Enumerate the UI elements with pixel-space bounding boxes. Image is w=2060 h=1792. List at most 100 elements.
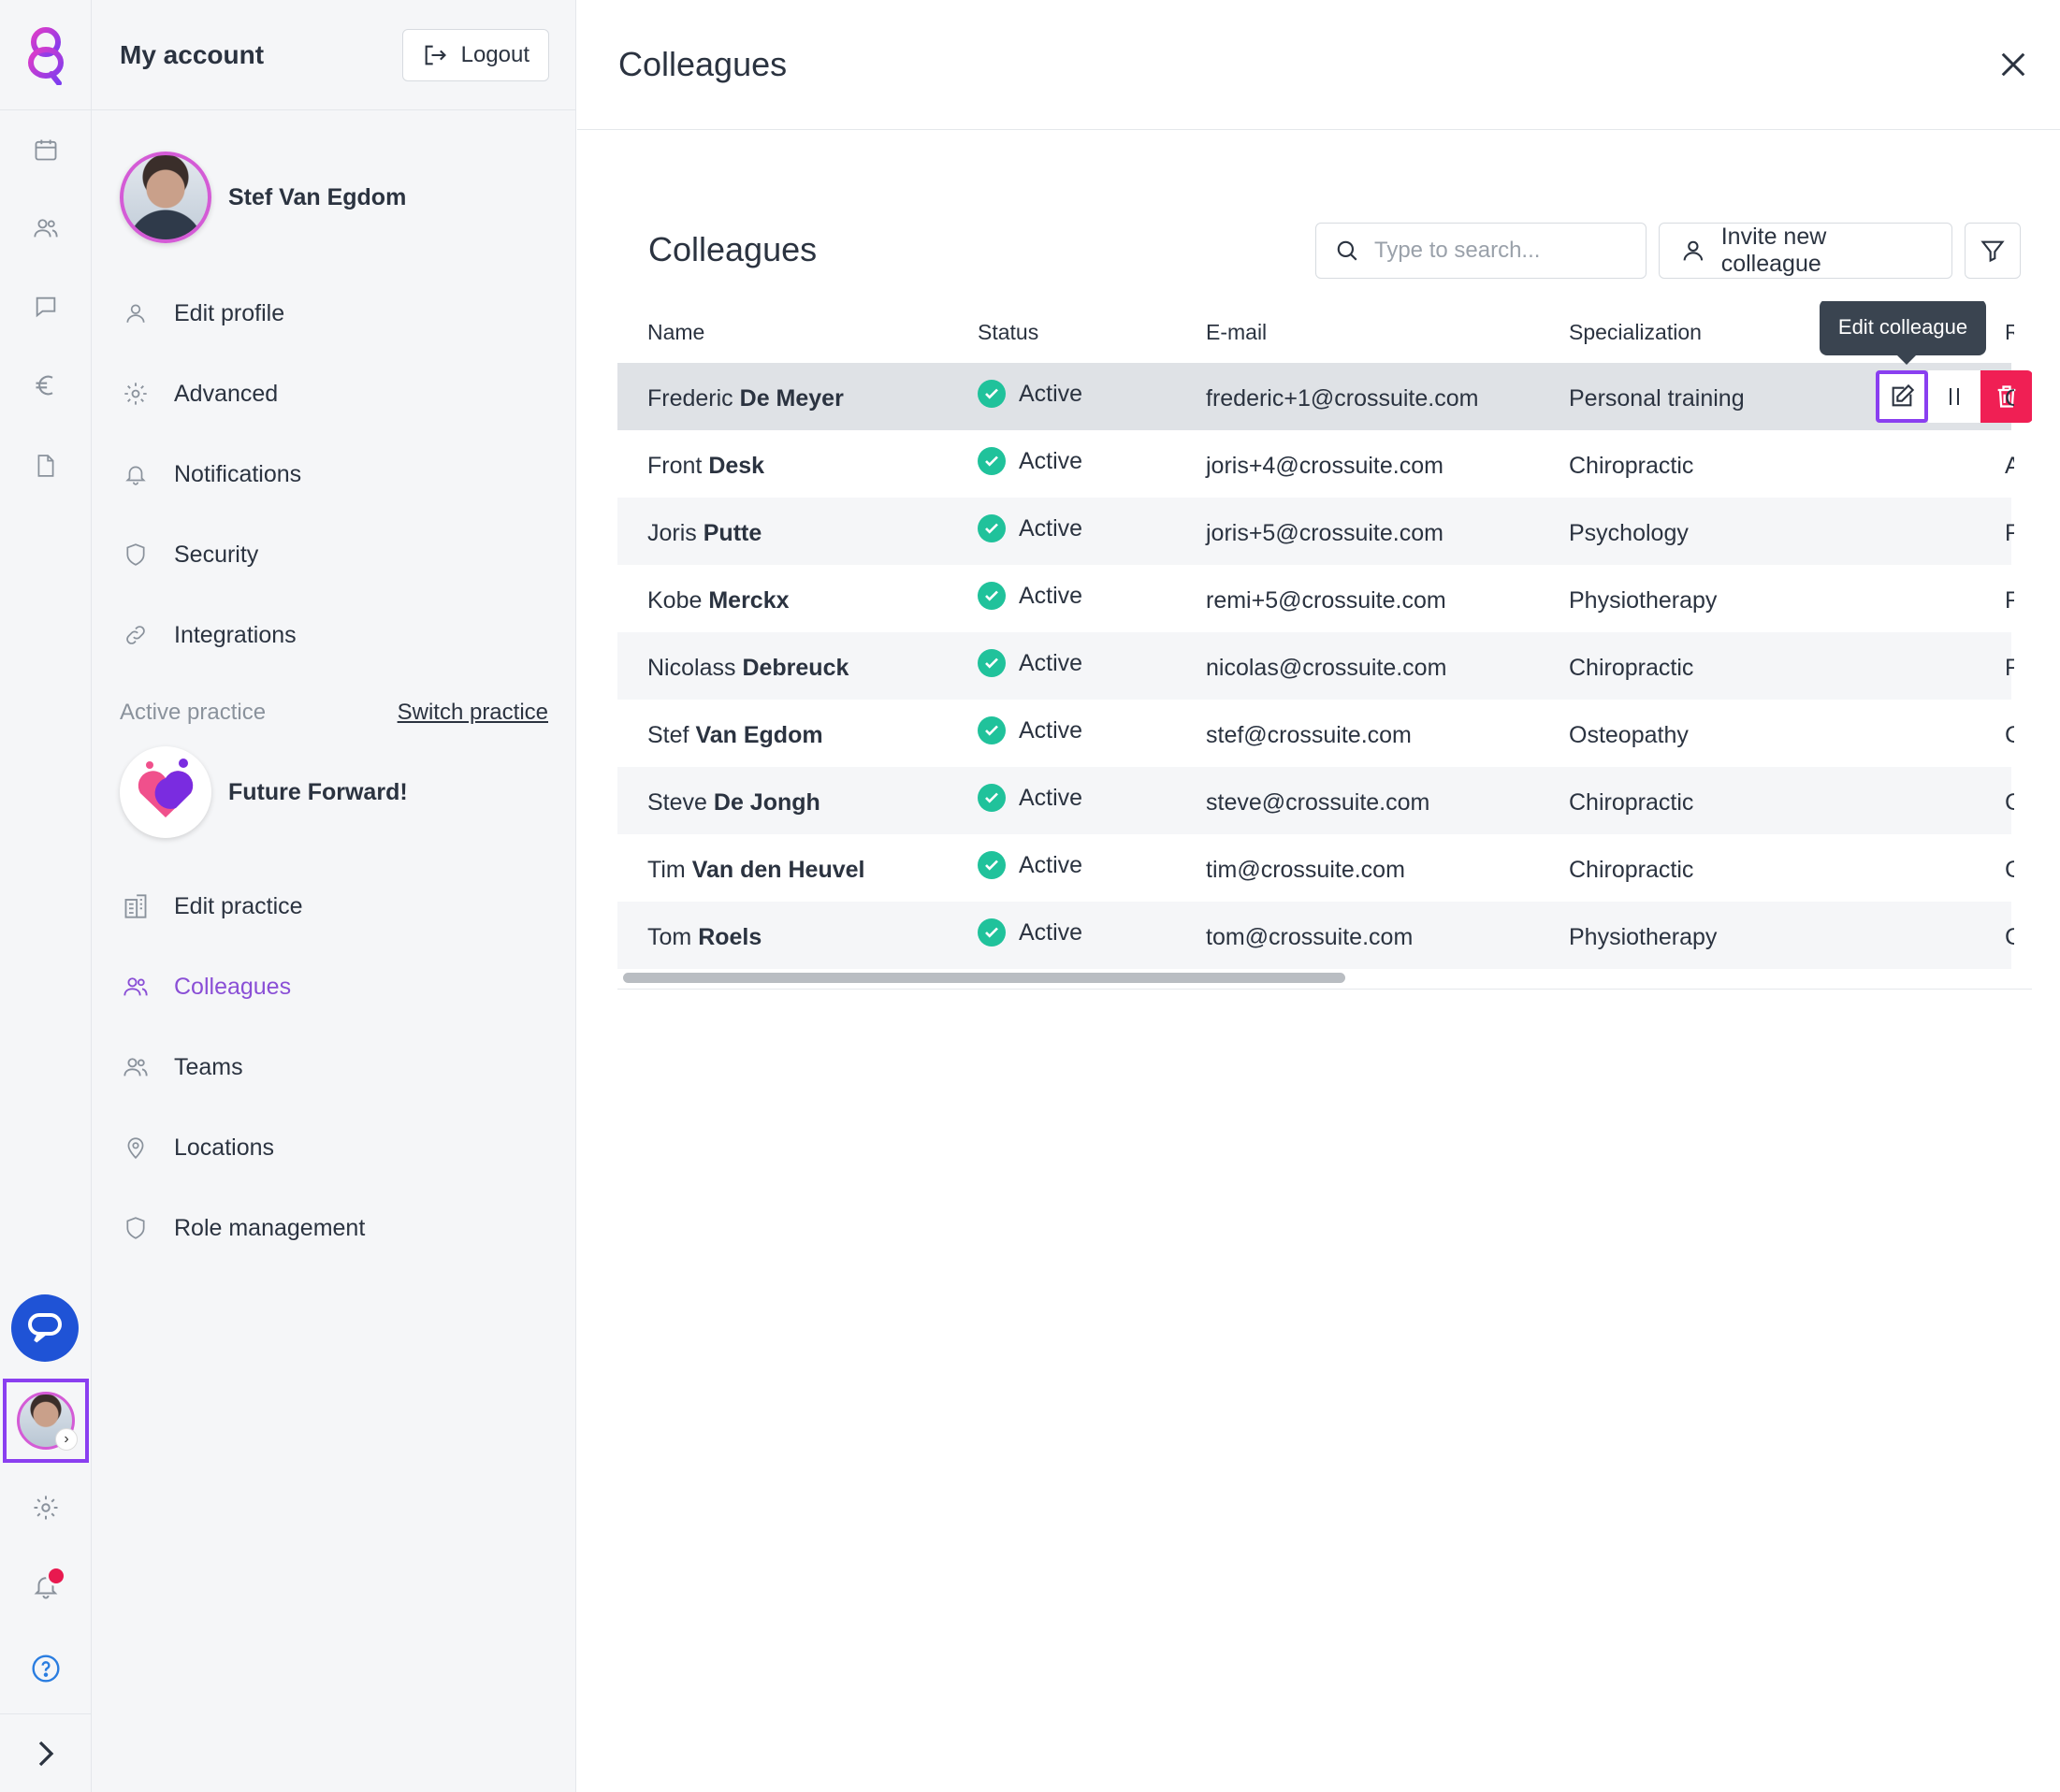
- close-icon: [2001, 52, 2025, 77]
- status-label: Active: [1019, 716, 1083, 744]
- first-name: Nicolass: [647, 655, 736, 681]
- colleague-specialization: Osteopathy: [1569, 722, 1689, 748]
- colleague-name: Kobe Merckx: [647, 587, 790, 614]
- first-name: Steve: [647, 789, 707, 816]
- column-header-email[interactable]: E-mail: [1206, 320, 1268, 344]
- status-badge: Active: [978, 851, 1082, 879]
- menu-item-label: Edit practice: [174, 892, 303, 919]
- colleague-email: joris+5@crossuite.com: [1206, 520, 1443, 546]
- users-icon[interactable]: [27, 210, 65, 247]
- colleagues-table: Name Status E-mail Specialization R Fred…: [617, 301, 2032, 990]
- edit-colleague-button[interactable]: [1876, 370, 1928, 423]
- status-badge: Active: [978, 784, 1082, 812]
- row-actions: [1876, 370, 2032, 423]
- crossuite-logo-icon: [28, 26, 65, 85]
- menu-item-label: Notifications: [174, 460, 302, 487]
- table-row[interactable]: Tom Roels Active tom@crossuite.com Physioth…: [617, 902, 2014, 969]
- scrollbar-thumb[interactable]: [623, 973, 1345, 983]
- table-row[interactable]: Kobe Merckx Active remi+5@crossuite.com Phy…: [617, 565, 2014, 632]
- last-name: Merckx: [708, 587, 790, 614]
- settings-icon[interactable]: [27, 1489, 65, 1526]
- clipped-cell: F: [2005, 655, 2014, 682]
- menu-item-edit-profile[interactable]: Edit profile: [120, 273, 559, 354]
- document-icon[interactable]: [27, 447, 65, 484]
- clipped-cell: F: [2005, 587, 2014, 614]
- colleague-specialization: Physiotherapy: [1569, 924, 1718, 950]
- first-name: Joris: [647, 520, 697, 546]
- help-icon[interactable]: [27, 1650, 65, 1687]
- table-row[interactable]: Joris Putte Active joris+5@crossuite.com Ps…: [617, 498, 2014, 565]
- horizontal-scrollbar[interactable]: [617, 969, 2032, 986]
- menu-item-security[interactable]: Security: [120, 514, 559, 595]
- building-icon: [120, 890, 152, 922]
- status-label: Active: [1019, 514, 1083, 542]
- last-name: Van Egdom: [695, 722, 823, 748]
- menu-item-locations[interactable]: Locations: [120, 1107, 559, 1188]
- practice-name: Future Forward!: [228, 778, 408, 805]
- menu-item-colleagues[interactable]: Colleagues: [120, 947, 559, 1027]
- app-rail: ›: [0, 0, 92, 1792]
- user-menu-toggle[interactable]: ›: [3, 1379, 89, 1463]
- column-header-clipped[interactable]: R: [2005, 320, 2014, 345]
- last-name: De Jongh: [713, 789, 820, 816]
- practice-logo: [120, 746, 211, 838]
- close-button[interactable]: [1989, 40, 2038, 89]
- colleague-email: tim@crossuite.com: [1206, 857, 1405, 883]
- panel-header: My account Logout: [92, 0, 575, 110]
- menu-item-teams[interactable]: Teams: [120, 1027, 559, 1107]
- table-row[interactable]: Steve De Jongh Active steve@crossuite.com C…: [617, 767, 2014, 834]
- link-icon: [120, 619, 152, 651]
- menu-item-advanced[interactable]: Advanced: [120, 354, 559, 434]
- check-circle-icon: [978, 851, 1006, 879]
- page-title: Colleagues: [618, 45, 788, 83]
- status-label: Active: [1019, 851, 1083, 878]
- active-practice-row: Active practice Switch practice: [120, 700, 548, 726]
- invite-colleague-button[interactable]: Invite new colleague: [1659, 223, 1952, 279]
- column-header-status[interactable]: Status: [978, 320, 1039, 344]
- menu-item-notifications[interactable]: Notifications: [120, 434, 559, 514]
- status-badge: Active: [978, 649, 1082, 677]
- chat-bubble-icon[interactable]: [11, 1294, 79, 1362]
- calendar-icon[interactable]: [27, 131, 65, 168]
- colleague-email: nicolas@crossuite.com: [1206, 655, 1447, 681]
- menu-item-edit-practice[interactable]: Edit practice: [120, 866, 559, 947]
- chat-icon[interactable]: [27, 288, 65, 325]
- switch-practice-link[interactable]: Switch practice: [397, 700, 548, 725]
- menu-item-integrations[interactable]: Integrations: [120, 595, 559, 675]
- column-header-specialization[interactable]: Specialization: [1569, 320, 1702, 344]
- delete-colleague-button[interactable]: [1980, 370, 2032, 423]
- menu-item-role-management[interactable]: Role management: [120, 1188, 559, 1268]
- table-row[interactable]: Nicolass Debreuck Active nicolas@crossuite…: [617, 632, 2014, 700]
- menu-item-label: Teams: [174, 1053, 243, 1080]
- first-name: Stef: [647, 722, 689, 748]
- first-name: Tim: [647, 857, 686, 883]
- user-icon: [120, 297, 152, 329]
- check-circle-icon: [978, 380, 1006, 408]
- check-circle-icon: [978, 514, 1006, 542]
- last-name: Roels: [698, 924, 762, 950]
- logout-button[interactable]: Logout: [401, 28, 549, 81]
- last-name: Debreuck: [742, 655, 849, 681]
- section-title: Colleagues: [648, 230, 818, 268]
- search-icon: [1337, 240, 1357, 261]
- column-header-name[interactable]: Name: [647, 320, 705, 344]
- table-row[interactable]: Front Desk Active joris+4@crossuite.com Chi…: [617, 430, 2014, 498]
- expand-sidebar-button[interactable]: [0, 1713, 92, 1792]
- colleague-email: frederic+1@crossuite.com: [1206, 385, 1479, 412]
- status-badge: Active: [978, 380, 1082, 408]
- status-label: Active: [1019, 784, 1083, 811]
- app-logo[interactable]: [0, 0, 92, 110]
- pause-colleague-button[interactable]: [1928, 370, 1980, 423]
- invite-label: Invite new colleague: [1720, 224, 1827, 277]
- table-row[interactable]: Stef Van Egdom Active stef@crossuite.com Os…: [617, 700, 2014, 767]
- table-row[interactable]: Frederic De Meyer Active frederic+1@crossu…: [617, 363, 2032, 430]
- check-circle-icon: [978, 447, 1006, 475]
- filter-button[interactable]: [1965, 223, 2021, 279]
- avatar: [120, 152, 211, 243]
- euro-icon[interactable]: [27, 367, 65, 404]
- table-row[interactable]: Tim Van den Heuvel Active tim@crossuite.co…: [617, 834, 2014, 902]
- colleague-name: Front Desk: [647, 453, 764, 480]
- notification-badge: [46, 1566, 66, 1586]
- bell-icon[interactable]: [27, 1566, 66, 1605]
- search-input[interactable]: [1374, 238, 1627, 264]
